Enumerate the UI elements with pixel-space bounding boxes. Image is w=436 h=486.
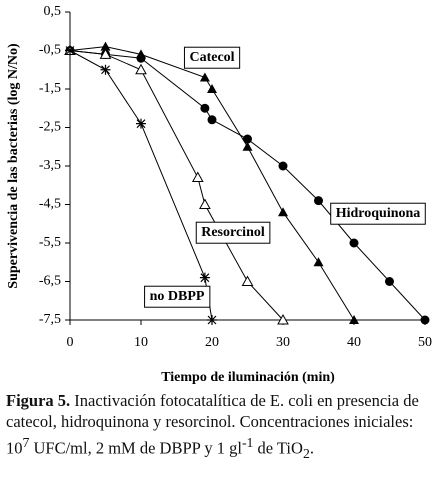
caption-sub: 2: [302, 445, 310, 461]
series-label: Resorcinol: [201, 225, 265, 240]
y-tick-label: 0,5: [44, 4, 62, 19]
caption: Figura 5. Inactivación fotocatalítica de…: [6, 390, 432, 464]
marker: [313, 257, 324, 267]
series-label-box: [183, 46, 241, 69]
marker: [420, 315, 430, 325]
y-tick-label: -6,5: [39, 274, 61, 289]
marker: [191, 171, 204, 183]
marker: [135, 63, 147, 75]
caption-label: Figura 5.: [6, 391, 71, 410]
caption-text: .: [309, 438, 314, 458]
y-tick-label: -3,5: [39, 158, 61, 173]
series-label-box: [330, 202, 426, 225]
y-tick-label: -2,5: [39, 120, 61, 135]
x-tick-label: 10: [134, 335, 148, 350]
x-tick-label: 40: [347, 335, 361, 350]
marker: [199, 198, 211, 209]
marker: [100, 41, 111, 51]
x-axis-label: Tiempo de iluminación (min): [161, 370, 335, 385]
marker: [242, 141, 253, 151]
marker: [314, 196, 323, 206]
x-tick-label: 50: [418, 335, 432, 350]
y-tick-label: -5,5: [39, 235, 61, 250]
marker: [349, 238, 359, 248]
marker: [207, 115, 217, 125]
series-label-box: [144, 285, 211, 308]
marker: [278, 207, 288, 217]
caption-text: de TiO: [253, 438, 303, 458]
chart: Supervivencia de las bacterias (log N/No…: [6, 4, 432, 385]
marker: [199, 72, 210, 82]
series-label: Hidroquinona: [336, 206, 421, 221]
marker: [277, 313, 289, 325]
marker: [278, 161, 288, 171]
marker: [200, 103, 210, 113]
y-axis-label: Supervivencia de las bacterias (log N/No…: [6, 43, 21, 289]
marker: [207, 84, 217, 93]
series-label: Catecol: [189, 50, 234, 65]
marker: [136, 118, 146, 129]
y-tick-label: -7,5: [39, 312, 61, 327]
caption-text: UFC/ml, 2 mM de DBPP y 1 gl: [29, 438, 242, 458]
series-line: [69, 50, 213, 321]
series-label-box: [195, 221, 271, 244]
marker: [243, 134, 252, 144]
series-label: no DBPP: [150, 289, 205, 304]
series-line: [69, 50, 284, 321]
marker: [241, 275, 254, 286]
x-tick-label: 20: [205, 335, 219, 350]
marker: [207, 315, 217, 325]
x-tick-label: 30: [276, 335, 290, 350]
x-tick-label: 0: [67, 335, 74, 350]
marker: [65, 45, 75, 56]
caption-sup: 7: [22, 435, 30, 450]
marker: [99, 48, 112, 59]
y-tick-label: -0,5: [39, 43, 61, 58]
caption-text: Inactivación fotocatalítica de E. coli e…: [6, 391, 419, 458]
marker: [100, 64, 111, 75]
marker: [199, 272, 210, 283]
y-tick-label: -1,5: [39, 81, 61, 96]
caption-sup: -1: [241, 435, 254, 450]
marker: [385, 277, 394, 286]
marker: [136, 53, 146, 63]
y-tick-label: -4,5: [39, 197, 61, 212]
marker: [349, 315, 359, 324]
